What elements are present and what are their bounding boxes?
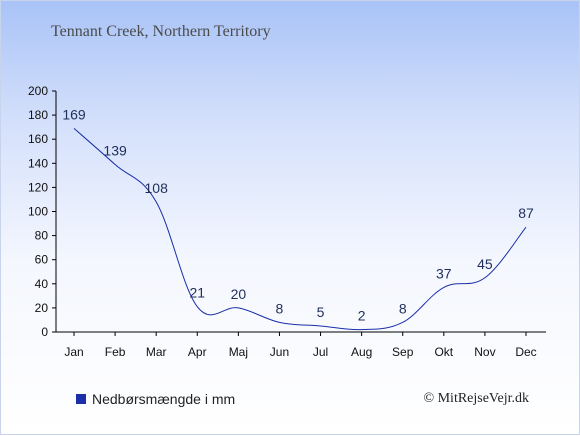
data-label: 37 [436, 265, 452, 281]
x-tick-label: Feb [105, 345, 126, 359]
chart-title: Tennant Creek, Northern Territory [51, 23, 271, 40]
y-tick-label: 200 [28, 84, 48, 98]
y-tick-label: 160 [28, 132, 48, 146]
data-label: 45 [477, 256, 493, 272]
data-label: 2 [358, 308, 366, 324]
x-tick-label: Dec [515, 345, 536, 359]
data-label: 5 [317, 304, 325, 320]
x-tick-label: Jun [270, 345, 289, 359]
y-tick-label: 80 [35, 229, 49, 243]
data-label: 8 [399, 300, 407, 316]
data-label: 169 [62, 106, 86, 122]
legend-label: Nedbørsmængde i mm [92, 391, 236, 407]
series-line [73, 127, 527, 331]
x-tick-label: Okt [434, 345, 453, 359]
data-label: 108 [145, 180, 169, 196]
data-label: 87 [518, 205, 534, 221]
y-tick-label: 0 [41, 325, 48, 339]
legend: Nedbørsmængde i mm [76, 391, 235, 407]
y-tick-label: 20 [35, 301, 49, 315]
y-tick-label: 140 [28, 156, 48, 170]
x-tick-label: Jan [64, 345, 83, 359]
data-label: 8 [276, 300, 284, 316]
y-tick-label: 180 [28, 108, 48, 122]
y-tick-label: 40 [35, 277, 49, 291]
data-label: 139 [103, 143, 127, 159]
data-label: 21 [189, 285, 205, 301]
legend-swatch [76, 394, 86, 404]
x-tick-label: Jul [313, 345, 328, 359]
x-tick-label: Apr [188, 345, 207, 359]
y-tick-label: 100 [28, 205, 48, 219]
x-tick-label: Aug [351, 345, 372, 359]
x-tick-label: Mar [146, 345, 167, 359]
y-tick-label: 120 [28, 180, 48, 194]
x-tick-label: Maj [229, 345, 248, 359]
credit-text: © MitRejseVejr.dk [423, 391, 529, 406]
x-tick-label: Nov [474, 345, 495, 359]
y-tick-label: 60 [35, 253, 49, 267]
data-label: 20 [231, 286, 247, 302]
x-tick-label: Sep [392, 345, 414, 359]
